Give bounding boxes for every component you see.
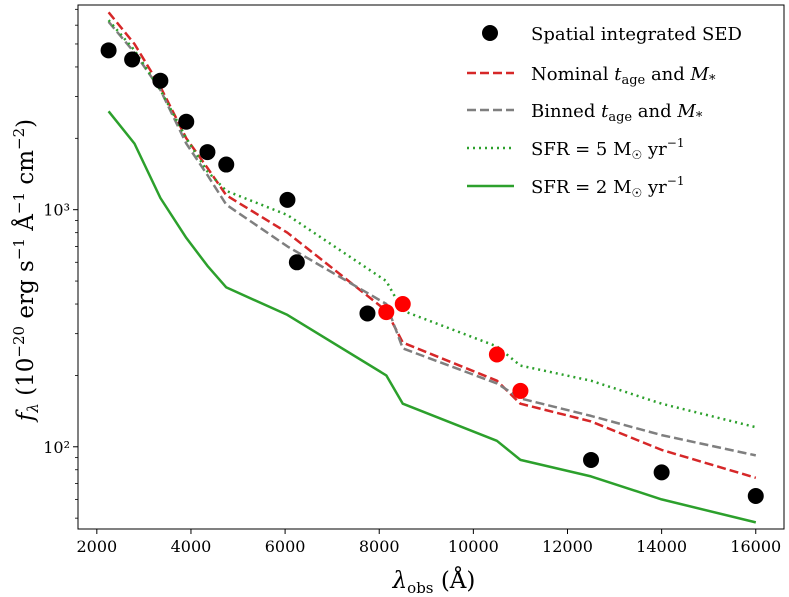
sed-point xyxy=(583,451,600,468)
sed-point xyxy=(653,464,670,481)
y-tick-label: 10³ xyxy=(43,201,70,220)
y-tick-label: 10² xyxy=(43,438,70,457)
plot-frame xyxy=(77,4,785,530)
y-minor-ticks xyxy=(75,8,78,519)
sed-point xyxy=(199,144,216,161)
legend-marker-integrated-sed xyxy=(482,25,498,41)
series-line-sfr-2-m-yr- xyxy=(107,110,757,524)
sed-point xyxy=(124,51,141,68)
sed-point xyxy=(747,488,764,505)
y-axis-ticks: 10² 10³ xyxy=(43,201,78,457)
sed-point-red xyxy=(512,382,529,399)
legend-label-binned: Binned tage and M* xyxy=(531,101,703,125)
series-line-sfr-5-m-yr- xyxy=(107,19,757,429)
x-tick-label: 14000 xyxy=(636,537,687,556)
x-axis-ticks: 2000 4000 6000 8000 10000 12000 14000 16000 xyxy=(76,529,781,556)
sed-point xyxy=(279,191,296,208)
series-line-nominal-t-age-and-m- xyxy=(107,11,757,479)
x-tick-label: 10000 xyxy=(448,537,499,556)
legend-label-sfr5: SFR = 5 M☉ yr−1 xyxy=(531,136,684,162)
sed-point xyxy=(100,42,117,59)
x-tick-label: 4000 xyxy=(171,537,212,556)
legend-label-sfr2: SFR = 2 M☉ yr−1 xyxy=(531,174,684,200)
points-layer xyxy=(100,42,764,505)
x-tick-label: 12000 xyxy=(542,537,593,556)
sed-point-red xyxy=(488,346,505,363)
y-axis-label: fλ (10−20 erg s−1 Å−1 cm−2) xyxy=(10,119,42,423)
x-tick-label: 2000 xyxy=(76,537,117,556)
legend-label-nominal: Nominal tage and M* xyxy=(531,64,716,88)
x-tick-label: 16000 xyxy=(730,537,781,556)
x-axis-label: λobs (Å) xyxy=(392,566,476,597)
series-line-binned-t-age-and-m- xyxy=(107,20,757,457)
sed-point xyxy=(152,72,169,89)
sed-point-red xyxy=(378,304,395,321)
sed-point xyxy=(359,305,376,322)
sed-point-red xyxy=(394,296,411,313)
series-layer xyxy=(107,11,757,524)
sed-point xyxy=(178,113,195,130)
x-tick-label: 8000 xyxy=(359,537,400,556)
sed-point xyxy=(218,156,235,173)
x-tick-label: 6000 xyxy=(265,537,306,556)
legend: Spatial integrated SED Nominal tage and … xyxy=(467,24,742,200)
legend-label-integrated-sed: Spatial integrated SED xyxy=(531,24,742,45)
sed-point xyxy=(288,254,305,271)
